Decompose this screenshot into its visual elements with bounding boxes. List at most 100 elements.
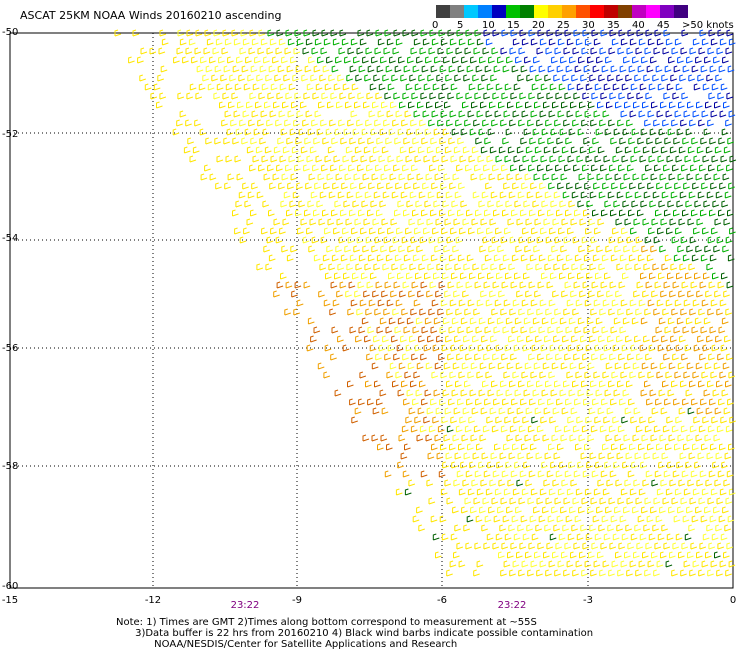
wind-barb: [470, 362, 478, 370]
wind-barb: [532, 128, 540, 136]
wind-barb: [676, 461, 683, 469]
wind-barb: [455, 308, 462, 316]
wind-barb: [521, 110, 529, 118]
wind-barb: [607, 335, 614, 343]
wind-barb: [712, 461, 719, 469]
wind-barb: [397, 128, 405, 136]
wind-barb: [501, 353, 508, 361]
wind-barb: [223, 137, 230, 145]
wind-barb: [352, 200, 360, 208]
wind-barb: [675, 155, 683, 163]
wind-barb: [687, 551, 694, 559]
wind-barb: [430, 398, 437, 406]
wind-barb: [420, 92, 428, 100]
wind-barb: [442, 272, 449, 280]
wind-barb: [643, 524, 650, 532]
wind-barb: [623, 362, 631, 370]
wind-barb: [666, 533, 674, 541]
wind-barb: [414, 83, 422, 91]
wind-barb: [466, 326, 474, 334]
wind-barb: [647, 560, 655, 568]
wind-barb: [533, 362, 541, 370]
wind-barb: [531, 83, 539, 91]
wind-barb: [448, 398, 455, 406]
wind-barb: [491, 380, 498, 388]
wind-barb: [530, 488, 538, 496]
wind-barb: [647, 110, 655, 118]
wind-barb: [696, 101, 703, 109]
wind-barb: [649, 200, 657, 208]
wind-barb: [375, 92, 383, 100]
wind-barb: [501, 92, 509, 100]
wind-barb: [307, 317, 315, 325]
wind-barb: [493, 326, 501, 334]
wind-barb: [599, 308, 606, 316]
wind-barb: [591, 29, 599, 37]
wind-barb: [728, 371, 736, 379]
wind-barb: [665, 488, 673, 496]
wind-barb: [662, 308, 669, 316]
wind-barb: [664, 209, 671, 217]
wind-barb: [445, 263, 453, 271]
wind-barb: [369, 155, 377, 163]
wind-barb: [421, 254, 429, 262]
wind-barb: [648, 344, 656, 352]
wind-barb: [520, 137, 527, 145]
wind-barb: [581, 497, 589, 505]
wind-barb: [694, 317, 702, 325]
wind-barb: [720, 416, 727, 424]
wind-barb: [459, 155, 467, 163]
wind-barb: [560, 362, 568, 370]
wind-barb: [373, 335, 380, 343]
wind-barb: [347, 308, 354, 316]
wind-barb: [598, 191, 606, 199]
wind-barb: [480, 479, 488, 487]
wind-barb: [292, 191, 300, 199]
wind-barb: [377, 443, 384, 451]
wind-barb: [682, 209, 689, 217]
wind-barb: [640, 128, 648, 136]
wind-barb: [365, 47, 373, 55]
wind-barb: [721, 461, 728, 469]
wind-barb: [427, 263, 435, 271]
wind-barb: [361, 272, 368, 280]
wind-barb: [695, 245, 702, 253]
wind-barb: [432, 83, 440, 91]
wind-barb: [692, 110, 700, 118]
wind-barb: [497, 173, 505, 181]
wind-barb: [551, 506, 558, 514]
wind-barb: [686, 362, 694, 370]
wind-barb: [525, 551, 532, 559]
wind-barb: [491, 497, 499, 505]
wind-barb: [418, 191, 426, 199]
wind-barb: [440, 110, 448, 118]
wind-barb: [329, 308, 336, 316]
wind-barb: [683, 560, 691, 568]
wind-barb: [156, 101, 163, 109]
wind-barb: [451, 128, 459, 136]
wind-barb: [626, 47, 634, 55]
wind-barb: [578, 362, 586, 370]
wind-barb: [477, 83, 485, 91]
wind-barb: [282, 218, 290, 226]
wind-barb: [536, 569, 543, 577]
wind-barb: [543, 551, 550, 559]
wind-barb: [684, 155, 692, 163]
wind-barb: [437, 47, 445, 55]
wind-barb: [587, 245, 594, 253]
wind-barb: [242, 182, 249, 190]
wind-barb: [371, 362, 379, 370]
wind-barb: [593, 299, 601, 307]
wind-barb: [488, 245, 495, 253]
wind-barb: [343, 272, 350, 280]
wind-barb: [347, 119, 354, 127]
wind-barb: [615, 479, 623, 487]
wind-barb: [326, 245, 333, 253]
wind-barb: [642, 290, 649, 298]
wind-barb: [543, 407, 551, 415]
wind-barb: [495, 155, 503, 163]
wind-barb: [570, 479, 578, 487]
wind-barb: [488, 362, 496, 370]
wind-barb: [390, 290, 397, 298]
wind-barb: [701, 299, 709, 307]
